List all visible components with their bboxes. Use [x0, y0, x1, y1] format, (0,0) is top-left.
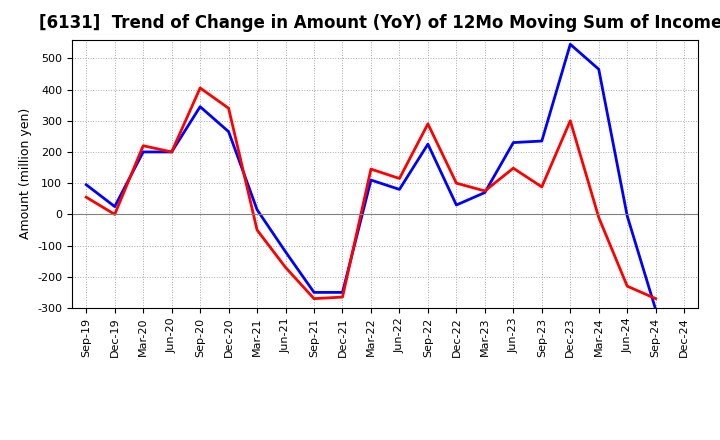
Net Income	[509, 165, 518, 171]
Ordinary Income	[110, 204, 119, 209]
Net Income	[225, 106, 233, 111]
Net Income	[566, 118, 575, 123]
Ordinary Income	[452, 202, 461, 208]
Ordinary Income	[282, 249, 290, 254]
Ordinary Income	[623, 213, 631, 219]
Net Income	[338, 294, 347, 300]
Ordinary Income	[253, 207, 261, 213]
Net Income	[253, 227, 261, 233]
Line: Ordinary Income: Ordinary Income	[86, 44, 656, 310]
Net Income	[196, 85, 204, 91]
Net Income	[623, 283, 631, 289]
Ordinary Income	[139, 149, 148, 154]
Ordinary Income	[225, 129, 233, 134]
Net Income	[395, 176, 404, 181]
Net Income	[310, 296, 318, 301]
Net Income	[652, 296, 660, 301]
Net Income	[480, 188, 489, 194]
Net Income	[366, 166, 375, 172]
Net Income	[82, 194, 91, 200]
Ordinary Income	[652, 307, 660, 312]
Ordinary Income	[595, 66, 603, 72]
Title: [6131]  Trend of Change in Amount (YoY) of 12Mo Moving Sum of Incomes: [6131] Trend of Change in Amount (YoY) o…	[39, 15, 720, 33]
Ordinary Income	[480, 190, 489, 195]
Net Income	[282, 265, 290, 270]
Ordinary Income	[509, 140, 518, 145]
Line: Net Income: Net Income	[86, 88, 656, 299]
Ordinary Income	[338, 290, 347, 295]
Net Income	[537, 184, 546, 190]
Net Income	[167, 149, 176, 154]
Net Income	[110, 212, 119, 217]
Ordinary Income	[366, 177, 375, 183]
Ordinary Income	[82, 182, 91, 187]
Ordinary Income	[196, 104, 204, 109]
Ordinary Income	[423, 142, 432, 147]
Net Income	[139, 143, 148, 148]
Ordinary Income	[167, 149, 176, 154]
Net Income	[595, 215, 603, 220]
Ordinary Income	[537, 139, 546, 144]
Net Income	[452, 180, 461, 186]
Y-axis label: Amount (million yen): Amount (million yen)	[19, 108, 32, 239]
Ordinary Income	[310, 290, 318, 295]
Ordinary Income	[566, 42, 575, 47]
Net Income	[423, 121, 432, 127]
Ordinary Income	[395, 187, 404, 192]
